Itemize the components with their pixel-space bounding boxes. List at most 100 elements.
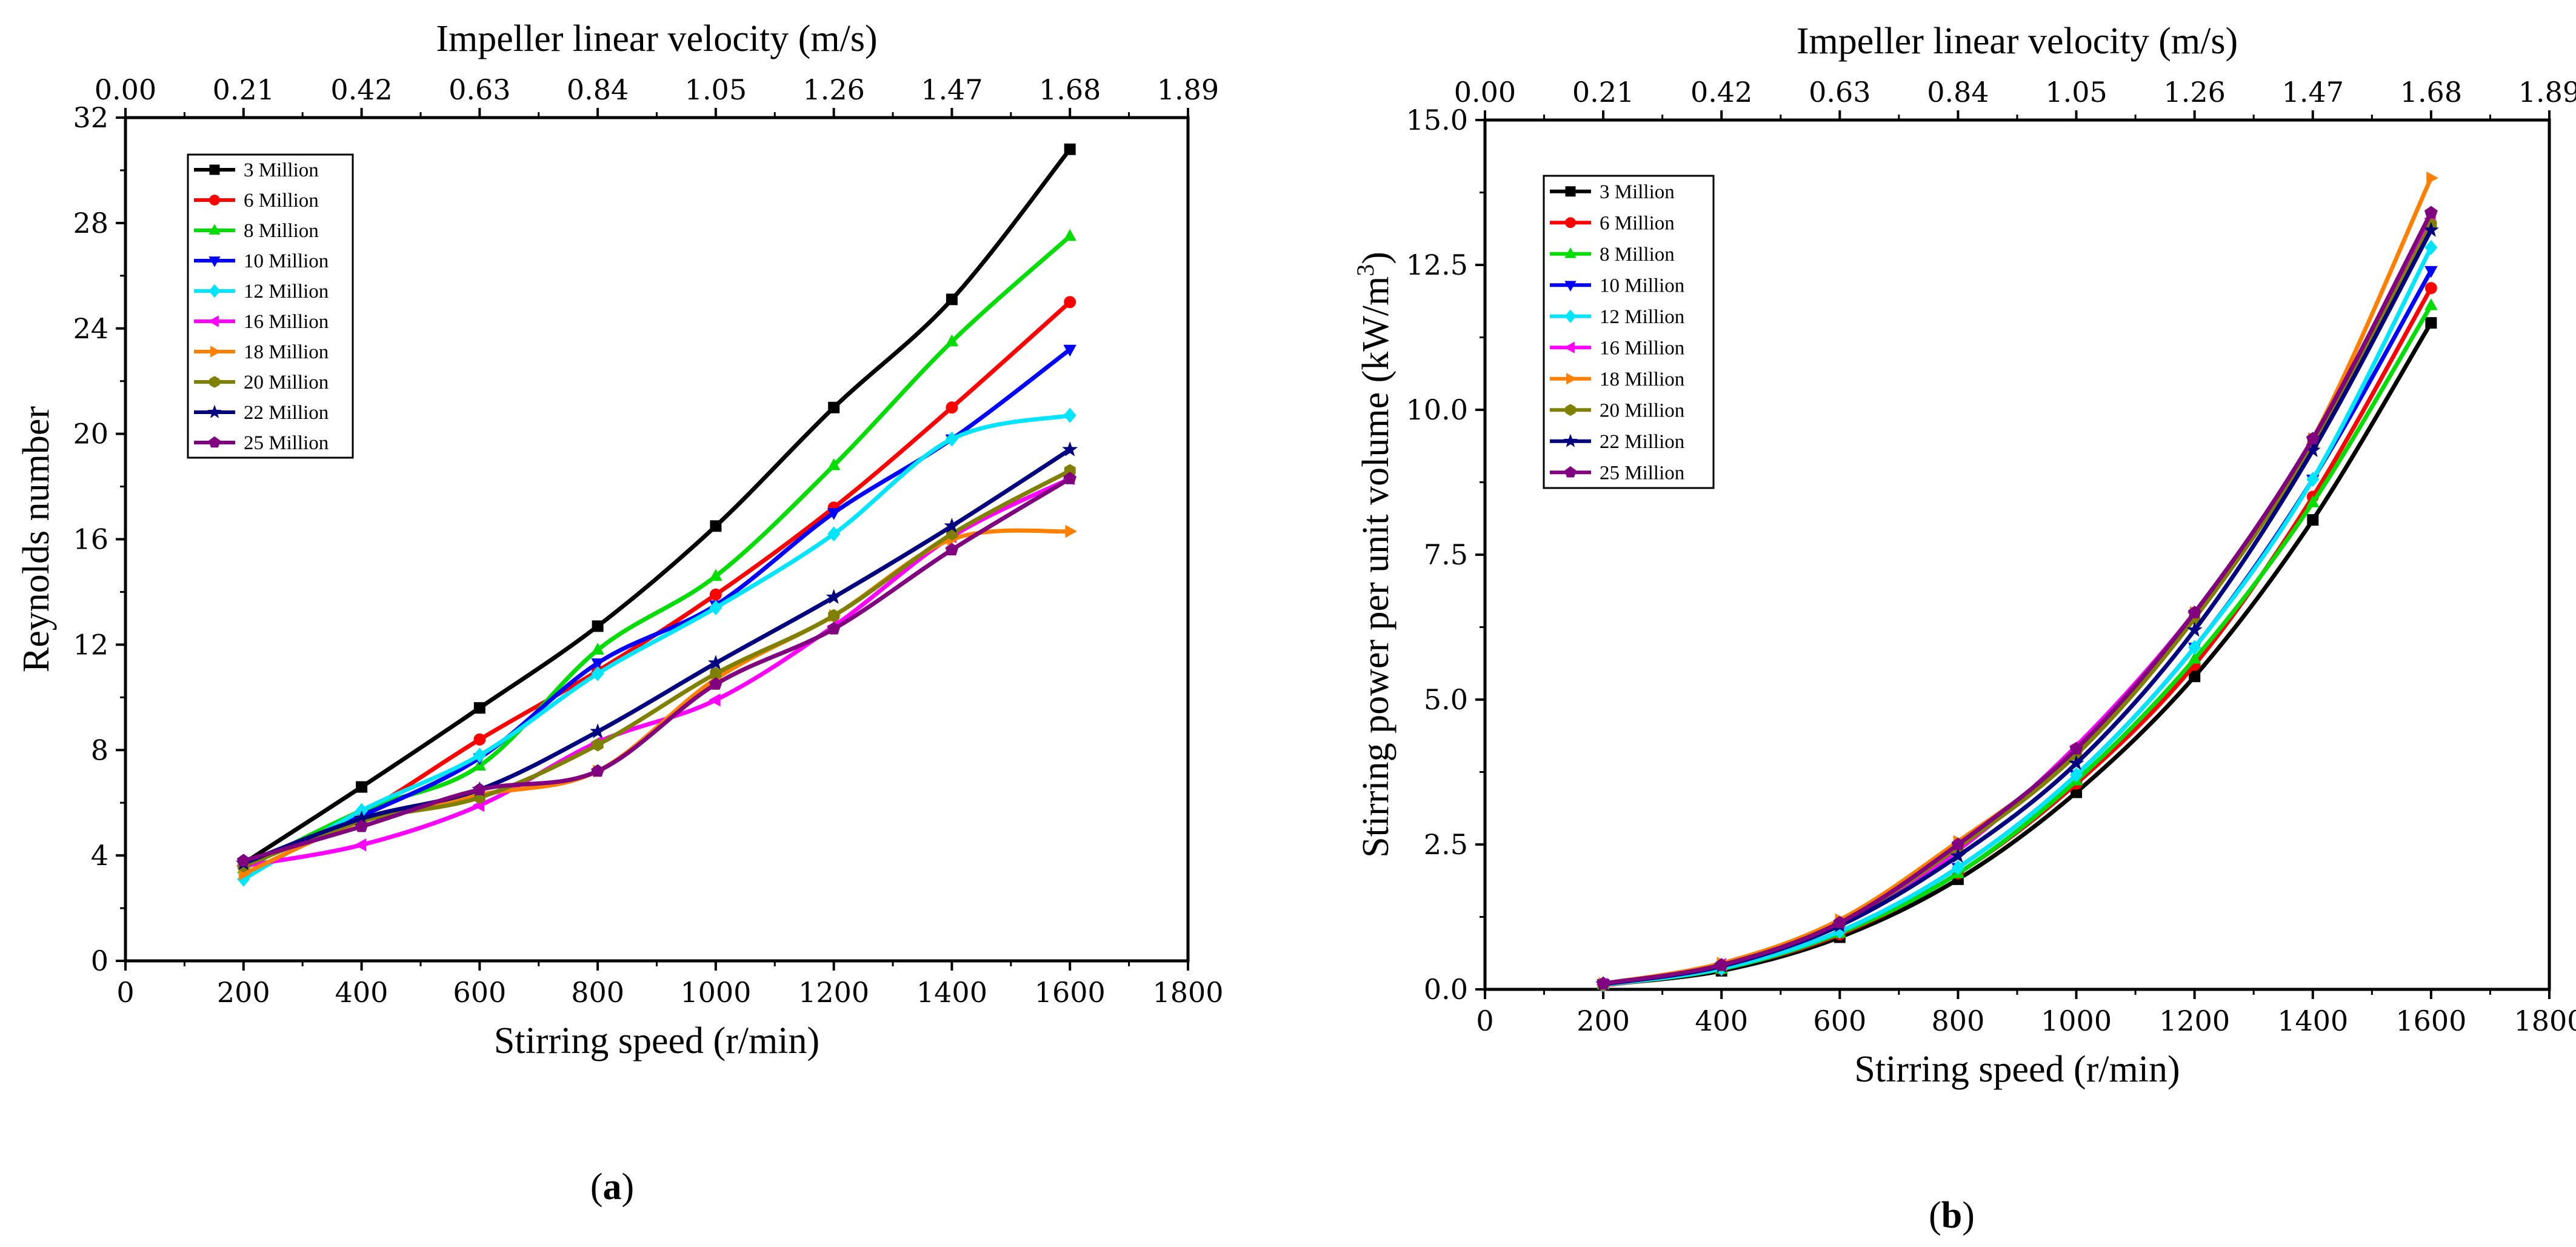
series-line: [1601, 286, 2434, 988]
data-point: [2306, 472, 2320, 487]
data-point: [709, 677, 722, 690]
data-point: [2424, 282, 2437, 295]
legend-label: 20 Million: [1600, 400, 1684, 421]
legend-swatch-marker: [209, 284, 221, 298]
data-point: [1063, 229, 1076, 241]
series-25-million: [236, 472, 1077, 867]
x-tick-label: 800: [571, 976, 624, 1009]
panel-label-close: ): [622, 1166, 635, 1208]
data-point: [827, 508, 841, 520]
data-point: [828, 609, 840, 623]
data-point: [1833, 915, 1847, 929]
data-point: [2186, 621, 2203, 637]
series-line: [241, 347, 1072, 868]
legend-swatch-marker: [208, 315, 219, 327]
legend-swatch-marker: [1564, 281, 1577, 292]
legend-label: 25 Million: [244, 432, 329, 454]
series-line: [1601, 245, 2434, 987]
series-line: [1601, 228, 2434, 986]
panel-label-close: ): [1962, 1195, 1975, 1236]
data-point: [1951, 860, 1964, 875]
data-point: [592, 738, 604, 752]
y-tick-label: 12: [73, 628, 108, 661]
x2-tick-label: 0.42: [330, 73, 392, 106]
data-point: [473, 783, 487, 795]
data-point: [946, 401, 958, 414]
x2-tick-label: 1.26: [2163, 76, 2225, 109]
data-point: [709, 588, 722, 601]
series-line: [241, 528, 1072, 877]
panel-b-chart: 0 200 400 600 800 1000 1200 1400 1600 1800 0.00 0.2…: [1352, 21, 2576, 1236]
legend-swatch-marker: [1563, 433, 1578, 447]
x-tick-label: 1200: [798, 976, 869, 1009]
series-line: [241, 469, 1072, 868]
data-point: [591, 666, 604, 681]
x-tick-label: 200: [1577, 1005, 1630, 1037]
data-point: [827, 458, 841, 470]
legend-label: 6 Million: [244, 190, 319, 212]
data-point: [2426, 171, 2438, 185]
x2-tick-label: 1.89: [2518, 76, 2576, 109]
data-point: [1063, 344, 1076, 357]
x-axis-title: Stirring speed (r/min): [1854, 1049, 2180, 1090]
x2-tick-label: 1.47: [2282, 76, 2344, 109]
y-tick-label: 32: [73, 101, 108, 134]
legend-swatch-marker: [209, 436, 221, 448]
x2-tick-label: 0.42: [1690, 76, 1752, 109]
legend-label: 8 Million: [244, 220, 319, 242]
data-point: [2423, 222, 2439, 237]
data-point: [473, 733, 486, 746]
x-tick-label: 1000: [2041, 1005, 2112, 1037]
y-tick-label: 20: [73, 418, 108, 450]
legend-label: 20 Million: [244, 372, 329, 393]
x-tick-label: 1800: [1152, 976, 1223, 1009]
data-point: [356, 781, 368, 793]
x2-tick-label: 0.84: [567, 73, 629, 106]
series-20-million: [1597, 218, 2437, 991]
data-point: [2188, 640, 2201, 655]
y-tick-label: 15.0: [1406, 104, 1468, 136]
legend-swatch-marker: [1565, 404, 1576, 416]
series-line: [241, 476, 1072, 863]
legend-label: 10 Million: [244, 250, 329, 272]
x-tick-label: 400: [335, 976, 389, 1009]
data-point: [1063, 472, 1077, 484]
series-25-million: [1597, 206, 2438, 989]
x-tick-label: 0: [116, 976, 134, 1009]
x2-tick-label: 1.47: [921, 73, 983, 106]
x2-tick-label: 0.63: [1809, 76, 1870, 109]
series-3-million: [238, 143, 1076, 869]
series-10-million: [237, 344, 1076, 874]
data-point: [1951, 837, 1965, 851]
data-point: [945, 543, 959, 556]
legend-label: 22 Million: [244, 402, 329, 424]
x2-tick-label: 0.21: [213, 73, 275, 106]
x2-axis-title: Impeller linear velocity (m/s): [1797, 21, 2238, 62]
data-point: [826, 589, 842, 604]
data-point: [827, 621, 841, 635]
data-point: [590, 723, 606, 738]
series-8-million: [1597, 298, 2438, 990]
x-tick-label: 0: [1476, 1005, 1493, 1037]
x-tick-label: 200: [217, 976, 270, 1009]
series-6-million: [1597, 282, 2437, 992]
data-point: [591, 658, 604, 670]
legend-label: 6 Million: [1600, 212, 1675, 234]
y-axis-title: Stirring power per unit volume (kW/m3): [1352, 252, 1396, 858]
x2-tick-label: 1.05: [685, 73, 747, 106]
legend-swatch-marker: [209, 164, 220, 175]
y-axis-title-superscript: 3: [1352, 264, 1379, 276]
panel-label: (a): [590, 1166, 634, 1208]
legend-swatch-marker: [209, 376, 220, 388]
y-tick-label: 10.0: [1406, 393, 1468, 426]
data-point: [2425, 317, 2437, 329]
data-point: [709, 569, 722, 581]
series-line: [241, 234, 1072, 871]
data-point: [827, 526, 841, 542]
panel-label-open: (: [1929, 1195, 1941, 1236]
x2-tick-label: 0.00: [95, 73, 156, 106]
legend-swatch-marker: [1565, 217, 1576, 229]
legend-label: 10 Million: [1600, 275, 1684, 296]
y-tick-label: 24: [73, 312, 108, 345]
data-point: [1950, 847, 1966, 863]
